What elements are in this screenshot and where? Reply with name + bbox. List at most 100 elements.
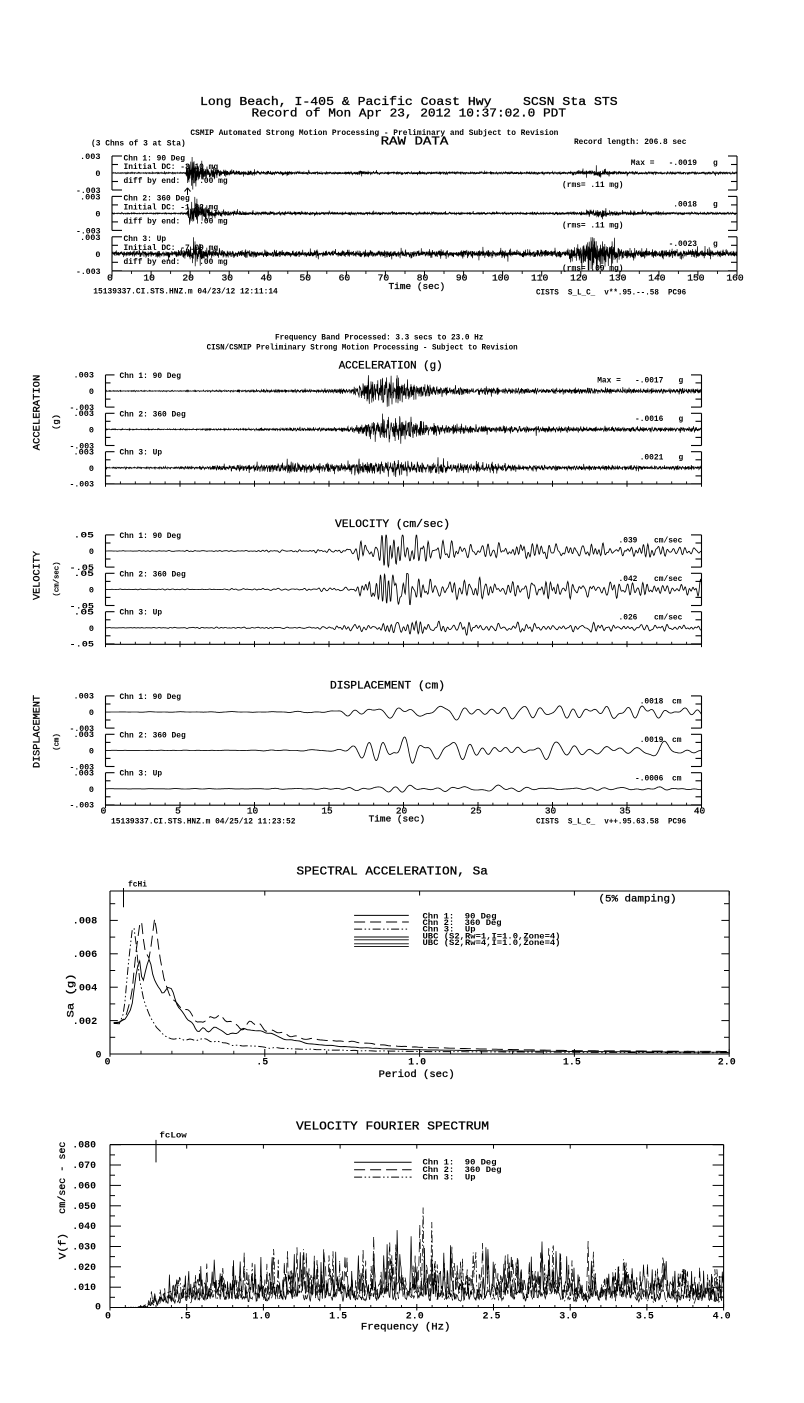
svg-text:20: 20 xyxy=(182,273,194,284)
svg-text:130: 130 xyxy=(609,273,627,284)
svg-text:.003: .003 xyxy=(74,730,95,740)
svg-text:Chn 1: 90 Deg: Chn 1: 90 Deg xyxy=(124,154,186,163)
svg-text:Chn 3: Up: Chn 3: Up xyxy=(423,926,476,935)
svg-text:cm: cm xyxy=(672,736,682,745)
svg-text:.026: .026 xyxy=(619,614,638,623)
svg-text:Chn 3: Up: Chn 3: Up xyxy=(120,449,163,458)
svg-text:CISTS S_L_C_ v++.95.63.58 P: CISTS S_L_C_ v++.95.63.58 PC96 xyxy=(536,818,686,827)
svg-text:2.5: 2.5 xyxy=(482,1312,500,1323)
svg-text:g: g xyxy=(679,454,684,463)
svg-text:.003: .003 xyxy=(74,371,95,381)
svg-text:g: g xyxy=(679,377,684,386)
svg-text:DISPLACEMENT (cm): DISPLACEMENT (cm) xyxy=(330,681,445,693)
svg-text:cm/sec: cm/sec xyxy=(654,614,683,623)
svg-text:Chn 1: 90 Deg: Chn 1: 90 Deg xyxy=(423,912,497,921)
svg-text:diff by end: .00 mg: diff by end: .00 mg xyxy=(124,177,228,186)
svg-text:-.0016: -.0016 xyxy=(635,415,664,424)
svg-text:0: 0 xyxy=(89,547,94,557)
svg-text:-.05: -.05 xyxy=(70,601,95,611)
svg-text:Time (sec): Time (sec) xyxy=(369,814,426,825)
svg-text:V(f): V(f) xyxy=(58,1233,70,1259)
svg-text:.020: .020 xyxy=(72,1263,96,1274)
svg-text:.0019: .0019 xyxy=(640,736,664,745)
svg-text:Chn 1: 90 Deg: Chn 1: 90 Deg xyxy=(120,532,182,541)
svg-text:Chn 2: 360 Deg: Chn 2: 360 Deg xyxy=(423,919,502,928)
svg-text:.003: .003 xyxy=(80,192,101,202)
svg-text:Sa (g): Sa (g) xyxy=(66,974,78,1018)
svg-text:-.003: -.003 xyxy=(70,724,95,734)
svg-text:.0018: .0018 xyxy=(640,698,664,707)
svg-text:cm: cm xyxy=(672,698,682,707)
svg-text:.042: .042 xyxy=(619,575,638,584)
svg-text:25: 25 xyxy=(470,806,482,817)
svg-text:-.003: -.003 xyxy=(70,441,95,451)
svg-text:ACCELERATION (g): ACCELERATION (g) xyxy=(339,360,443,372)
svg-text:0: 0 xyxy=(89,708,94,718)
svg-text:-.05: -.05 xyxy=(70,640,95,650)
svg-text:30: 30 xyxy=(221,273,233,284)
svg-text:g: g xyxy=(713,159,718,168)
svg-text:Chn 2: 360 Deg: Chn 2: 360 Deg xyxy=(120,410,186,419)
svg-text:.039: .039 xyxy=(619,537,638,546)
svg-text:2.0: 2.0 xyxy=(406,1312,424,1323)
svg-text:0: 0 xyxy=(107,273,113,284)
svg-text:CISN/CSMIP Preliminary Strong: CISN/CSMIP Preliminary Strong Motion Pro… xyxy=(207,343,518,352)
svg-text:.006: .006 xyxy=(73,950,98,961)
svg-text:-.003: -.003 xyxy=(70,403,95,413)
svg-text:Chn 2: 360 Deg: Chn 2: 360 Deg xyxy=(423,1166,502,1175)
svg-text:1.5: 1.5 xyxy=(329,1312,347,1323)
svg-text:RAW DATA: RAW DATA xyxy=(381,135,450,149)
svg-text:80: 80 xyxy=(417,273,429,284)
svg-text:0: 0 xyxy=(89,585,94,595)
svg-text:Chn 2: 360 Deg: Chn 2: 360 Deg xyxy=(120,570,186,579)
svg-text:20: 20 xyxy=(396,806,408,817)
svg-text:(rms= .11 mg): (rms= .11 mg) xyxy=(562,181,624,190)
svg-text:.05: .05 xyxy=(74,531,95,541)
svg-text:(cm): (cm) xyxy=(54,733,62,751)
svg-text:50: 50 xyxy=(300,273,312,284)
svg-text:Chn 2: 360 Deg: Chn 2: 360 Deg xyxy=(120,731,186,740)
svg-text:(5% damping): (5% damping) xyxy=(599,893,677,905)
svg-text:3.5: 3.5 xyxy=(636,1312,654,1323)
svg-text:-.0006: -.0006 xyxy=(635,775,664,784)
svg-text:Initial DC: -1.82 mg: Initial DC: -1.82 mg xyxy=(124,203,219,212)
svg-text:0: 0 xyxy=(105,1312,111,1323)
svg-text:110: 110 xyxy=(531,273,549,284)
svg-text:0: 0 xyxy=(95,169,100,179)
svg-text:.010: .010 xyxy=(72,1283,96,1294)
svg-text:fcLow: fcLow xyxy=(159,1131,187,1140)
svg-text:0: 0 xyxy=(95,209,100,219)
svg-text:diff by end: .00 mg: diff by end: .00 mg xyxy=(124,258,228,267)
svg-text:0: 0 xyxy=(89,387,94,397)
svg-text:Frequency Band Processed: 3.3: Frequency Band Processed: 3.3 secs to 23… xyxy=(275,334,484,343)
svg-text:160: 160 xyxy=(726,273,744,284)
svg-text:Chn 3: Up: Chn 3: Up xyxy=(120,609,163,618)
svg-text:60: 60 xyxy=(339,273,351,284)
svg-text:CSMIP Automated Strong Motion: CSMIP Automated Strong Motion Processing… xyxy=(190,129,558,138)
svg-text:140: 140 xyxy=(648,273,666,284)
svg-text:70: 70 xyxy=(378,273,390,284)
svg-text:cm/sec: cm/sec xyxy=(654,537,683,546)
svg-text:0: 0 xyxy=(89,425,94,435)
svg-text:10: 10 xyxy=(143,273,155,284)
svg-text:15139337.CI.STS.HNZ.m 04/25/12: 15139337.CI.STS.HNZ.m 04/25/12 11:23:52 xyxy=(111,818,296,827)
svg-text:-.003: -.003 xyxy=(76,226,101,236)
svg-text:10: 10 xyxy=(247,806,259,817)
svg-text:.070: .070 xyxy=(72,1161,96,1172)
svg-text:.05: .05 xyxy=(74,569,95,579)
svg-text:Period (sec): Period (sec) xyxy=(379,1069,455,1081)
svg-text:Max = -.0017: Max = -.0017 xyxy=(597,377,663,386)
svg-text:1.0: 1.0 xyxy=(252,1312,270,1323)
svg-text:.05: .05 xyxy=(74,608,95,618)
svg-text:0: 0 xyxy=(95,1303,101,1314)
svg-text:cm/sec - sec: cm/sec - sec xyxy=(57,1142,69,1214)
svg-text:Chn 1: 90 Deg: Chn 1: 90 Deg xyxy=(423,1159,497,1168)
svg-text:120: 120 xyxy=(570,273,588,284)
svg-text:.0021: .0021 xyxy=(640,454,664,463)
svg-text:Max = -.0019: Max = -.0019 xyxy=(631,159,697,168)
svg-text:.5: .5 xyxy=(179,1312,191,1323)
svg-text:0: 0 xyxy=(104,1058,110,1069)
svg-text:UBC (S2,Rw=4,I=1.0,Zone=4): UBC (S2,Rw=4,I=1.0,Zone=4) xyxy=(423,939,561,948)
svg-text:5: 5 xyxy=(175,806,181,817)
svg-text:3.0: 3.0 xyxy=(559,1312,577,1323)
